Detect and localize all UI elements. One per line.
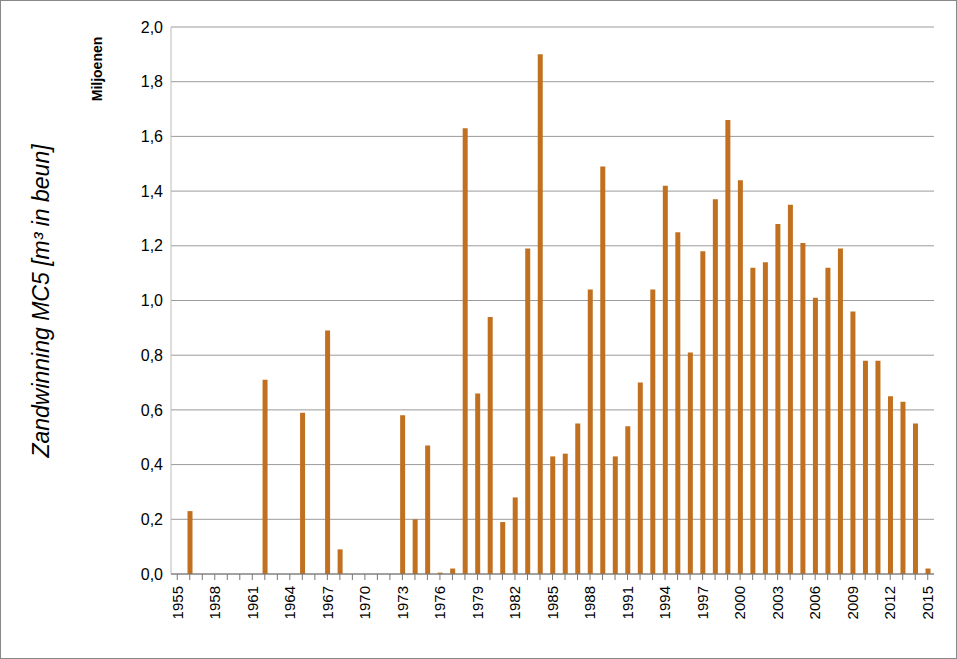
svg-text:1976: 1976 xyxy=(431,586,448,619)
svg-text:1955: 1955 xyxy=(169,586,186,619)
svg-text:1958: 1958 xyxy=(206,586,223,619)
svg-text:1,6: 1,6 xyxy=(141,128,163,145)
svg-text:1973: 1973 xyxy=(394,586,411,619)
svg-text:1982: 1982 xyxy=(506,586,523,619)
html-text:Miljoenen: Miljoenen xyxy=(89,36,105,102)
svg-text:0,6: 0,6 xyxy=(141,402,163,419)
svg-text:1991: 1991 xyxy=(619,586,636,619)
svg-text:2006: 2006 xyxy=(806,586,823,619)
svg-text:1997: 1997 xyxy=(694,586,711,619)
svg-text:1961: 1961 xyxy=(244,586,261,619)
svg-text:1979: 1979 xyxy=(469,586,486,619)
svg-text:1994: 1994 xyxy=(656,586,673,619)
svg-text:1985: 1985 xyxy=(544,586,561,619)
svg-text:2009: 2009 xyxy=(844,586,861,619)
svg-text:0,0: 0,0 xyxy=(141,566,163,583)
svg-text:1967: 1967 xyxy=(319,586,336,619)
svg-text:2,0: 2,0 xyxy=(141,19,163,36)
svg-text:1970: 1970 xyxy=(356,586,373,619)
svg-text:1,4: 1,4 xyxy=(141,183,163,200)
svg-text:2000: 2000 xyxy=(731,586,748,619)
svg-text:2012: 2012 xyxy=(881,586,898,619)
svg-text:1964: 1964 xyxy=(281,586,298,619)
svg-text:1,0: 1,0 xyxy=(141,292,163,309)
svg-text:2015: 2015 xyxy=(919,586,936,619)
svg-text:1,8: 1,8 xyxy=(141,73,163,90)
svg-text:1,2: 1,2 xyxy=(141,237,163,254)
svg-text:0,4: 0,4 xyxy=(141,456,163,473)
svg-text:0,2: 0,2 xyxy=(141,511,163,528)
svg-text:0,8: 0,8 xyxy=(141,347,163,364)
svg-text:1988: 1988 xyxy=(581,586,598,619)
html-text:Zandwinning MC5 [m³ in beun]: Zandwinning MC5 [m³ in beun] xyxy=(27,144,54,458)
svg-text:2003: 2003 xyxy=(769,586,786,619)
